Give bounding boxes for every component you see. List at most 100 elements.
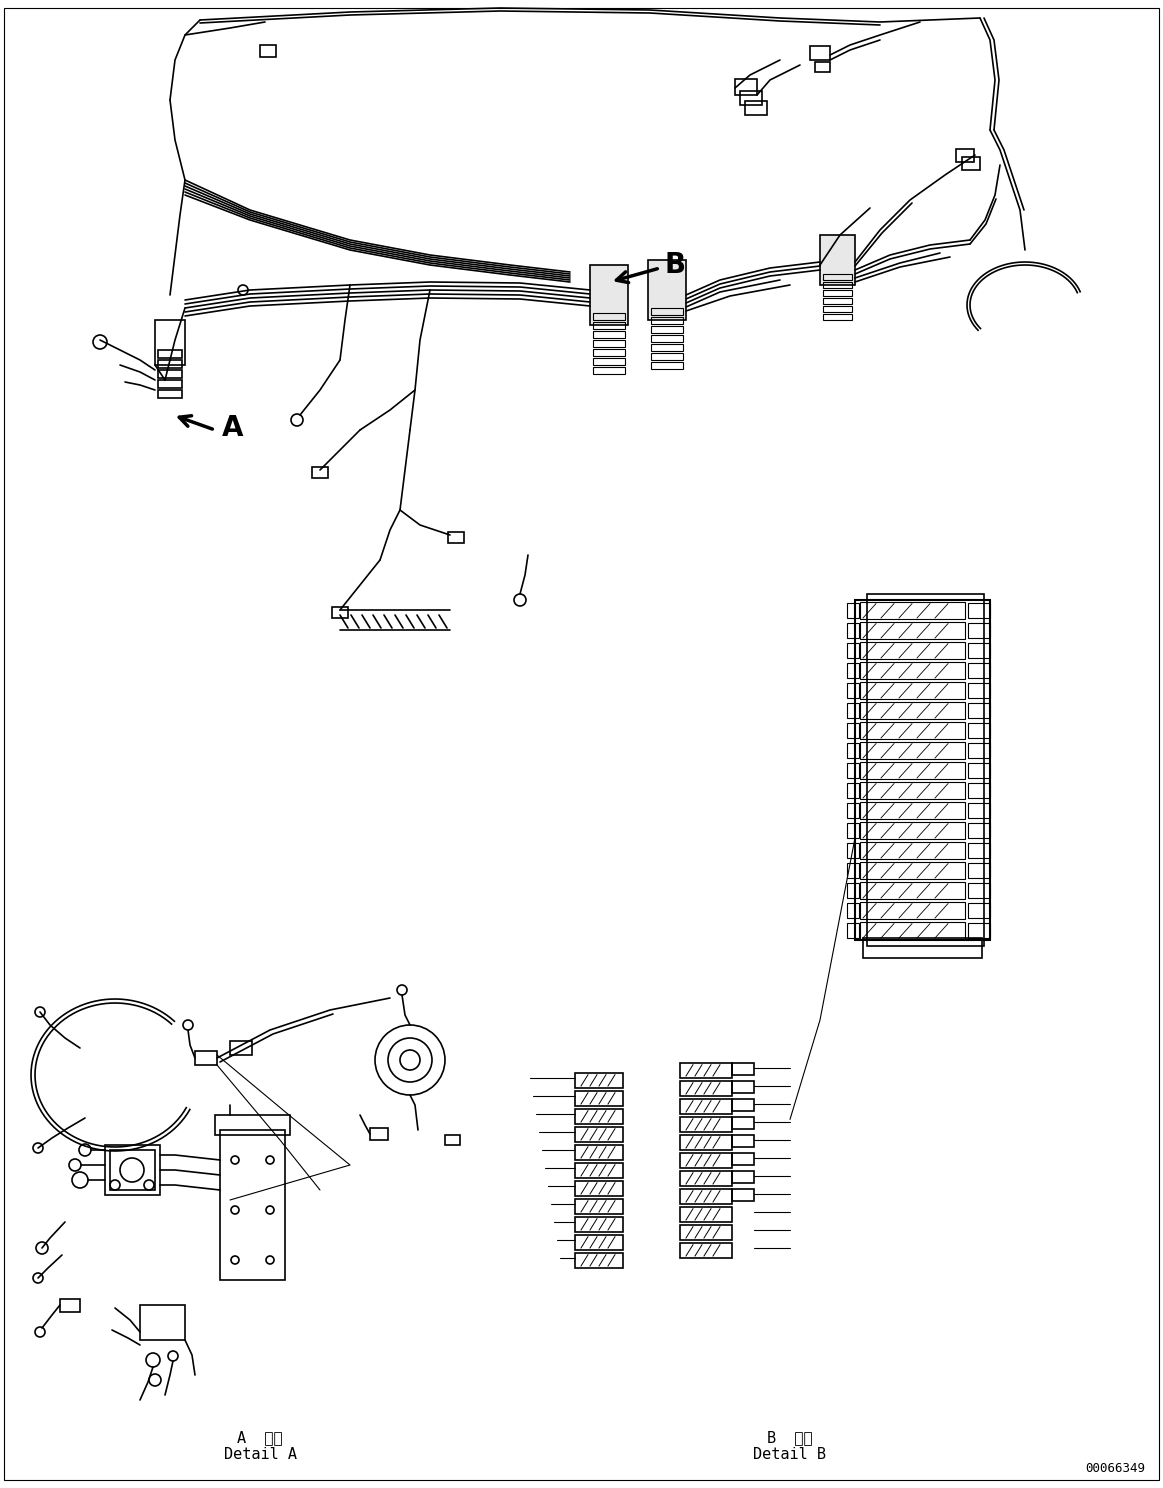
- Bar: [968, 683, 990, 698]
- Bar: [155, 320, 185, 365]
- Bar: [651, 353, 683, 360]
- Bar: [847, 743, 859, 757]
- Bar: [815, 62, 830, 71]
- Bar: [968, 623, 990, 638]
- Bar: [448, 533, 464, 543]
- Bar: [60, 1299, 80, 1312]
- Bar: [809, 46, 830, 60]
- Bar: [680, 1189, 732, 1204]
- Bar: [859, 682, 965, 699]
- Bar: [680, 1062, 732, 1077]
- Bar: [859, 802, 965, 818]
- Bar: [847, 903, 859, 918]
- Bar: [859, 603, 965, 619]
- Bar: [230, 1042, 252, 1055]
- Bar: [312, 467, 328, 478]
- Bar: [968, 702, 990, 719]
- Bar: [575, 1109, 623, 1123]
- Bar: [847, 763, 859, 778]
- Bar: [968, 844, 990, 859]
- Bar: [968, 783, 990, 798]
- Bar: [859, 821, 965, 839]
- Bar: [847, 623, 859, 638]
- Bar: [823, 298, 852, 304]
- Bar: [962, 158, 980, 170]
- Text: B: B: [665, 251, 686, 280]
- Bar: [968, 804, 990, 818]
- Bar: [680, 1225, 732, 1240]
- Bar: [847, 783, 859, 798]
- Bar: [847, 882, 859, 897]
- Bar: [575, 1235, 623, 1250]
- Bar: [680, 1153, 732, 1168]
- Bar: [593, 368, 625, 373]
- Bar: [847, 702, 859, 719]
- Bar: [732, 1080, 754, 1094]
- Bar: [968, 743, 990, 757]
- Bar: [859, 662, 965, 679]
- Bar: [859, 762, 965, 780]
- Bar: [823, 314, 852, 320]
- Bar: [859, 923, 965, 939]
- Bar: [158, 371, 181, 378]
- Bar: [866, 594, 984, 946]
- Bar: [575, 1091, 623, 1106]
- Bar: [847, 683, 859, 698]
- Bar: [847, 643, 859, 658]
- Bar: [651, 308, 683, 315]
- Bar: [261, 45, 276, 57]
- Bar: [732, 1189, 754, 1201]
- Bar: [651, 344, 683, 351]
- Bar: [140, 1305, 185, 1341]
- Bar: [680, 1080, 732, 1097]
- Bar: [105, 1144, 160, 1195]
- Bar: [847, 664, 859, 679]
- Bar: [735, 79, 757, 95]
- Bar: [859, 622, 965, 638]
- Bar: [651, 362, 683, 369]
- Bar: [651, 335, 683, 342]
- Bar: [968, 903, 990, 918]
- Text: B  詳細
Detail B: B 詳細 Detail B: [754, 1430, 827, 1463]
- Bar: [859, 902, 965, 920]
- Bar: [732, 1062, 754, 1076]
- Bar: [575, 1073, 623, 1088]
- Bar: [968, 823, 990, 838]
- Bar: [859, 702, 965, 719]
- Bar: [445, 1135, 461, 1144]
- Bar: [968, 664, 990, 679]
- Bar: [593, 359, 625, 365]
- Bar: [956, 149, 973, 162]
- Bar: [651, 326, 683, 333]
- Bar: [968, 923, 990, 937]
- Text: A  詳細
Detail A: A 詳細 Detail A: [223, 1430, 297, 1463]
- Bar: [680, 1135, 732, 1150]
- Bar: [680, 1242, 732, 1257]
- Bar: [651, 317, 683, 324]
- Bar: [110, 1150, 155, 1190]
- Bar: [745, 101, 768, 115]
- Bar: [732, 1098, 754, 1112]
- Bar: [847, 923, 859, 937]
- Bar: [158, 360, 181, 368]
- Bar: [968, 603, 990, 618]
- Bar: [823, 290, 852, 296]
- Bar: [823, 283, 852, 289]
- Bar: [575, 1144, 623, 1161]
- Bar: [847, 844, 859, 859]
- Bar: [590, 265, 628, 324]
- Bar: [847, 603, 859, 618]
- Bar: [593, 339, 625, 347]
- Bar: [968, 763, 990, 778]
- Bar: [370, 1128, 388, 1140]
- Bar: [968, 723, 990, 738]
- Bar: [593, 321, 625, 329]
- Bar: [855, 600, 990, 940]
- Bar: [847, 823, 859, 838]
- Bar: [575, 1253, 623, 1268]
- Bar: [968, 643, 990, 658]
- Bar: [847, 863, 859, 878]
- Bar: [859, 842, 965, 859]
- Bar: [648, 260, 686, 320]
- Bar: [968, 863, 990, 878]
